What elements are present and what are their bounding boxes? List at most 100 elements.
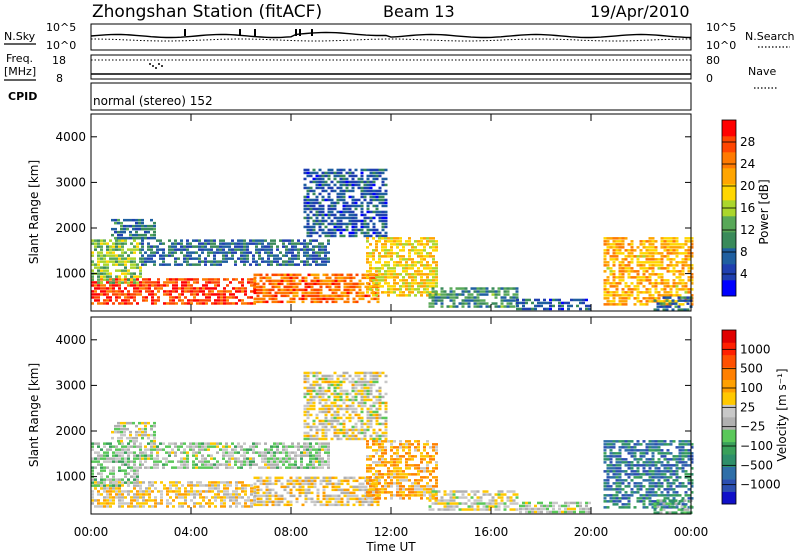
power-cell-433 — [115, 242, 118, 245]
velocity-cell-783 — [246, 460, 249, 463]
power-cell-1650 — [366, 216, 370, 220]
velocity-cell-41 — [109, 493, 112, 496]
velocity-cell-1205 — [355, 500, 359, 504]
velocity-cell-1072 — [298, 488, 302, 492]
power-cell-253 — [208, 278, 211, 281]
power-cell-66 — [118, 290, 121, 293]
velocity-cell-1033 — [277, 503, 281, 507]
power-cell-743 — [213, 254, 216, 257]
power-cell-1371 — [315, 186, 319, 190]
power-cell-1171 — [322, 273, 326, 277]
velocity-cell-1972 — [423, 449, 426, 452]
power-cell-389 — [103, 239, 106, 242]
velocity-cell-1136 — [328, 479, 332, 483]
velocity-cell-794 — [252, 451, 255, 454]
power-cell-1462 — [333, 171, 337, 175]
power-cell-2502 — [639, 291, 643, 294]
power-cell-2048 — [429, 255, 432, 258]
power-cell-1216 — [337, 297, 341, 301]
power-cell-963 — [315, 260, 318, 263]
power-cell-1539 — [345, 210, 349, 214]
velocity-cell-1147 — [331, 497, 335, 501]
power-cell-718 — [201, 260, 204, 263]
power-cell-1094 — [292, 273, 296, 277]
velocity-cell-1968 — [420, 494, 423, 497]
power-cell-754 — [219, 245, 222, 248]
velocity-cell-115 — [145, 487, 148, 490]
power-cell-1332 — [306, 228, 310, 232]
power-cell-2399 — [618, 282, 622, 285]
velocity-cell-331 — [91, 448, 94, 451]
velocity-cell-1822 — [390, 464, 393, 467]
power-cell-1723 — [381, 183, 385, 187]
power-cell-1470 — [333, 213, 337, 217]
power-cell-2023 — [423, 279, 426, 282]
power-cell-1072 — [283, 285, 287, 289]
power-cell-2142 — [461, 299, 465, 302]
power-cell-1972 — [414, 246, 417, 249]
power-cell-1890 — [396, 246, 399, 249]
power-cell-1611 — [360, 192, 364, 196]
power-cell-1806 — [378, 261, 381, 264]
power-cell-954 — [312, 251, 315, 254]
power-cell-1046 — [274, 273, 278, 277]
power-cell-319 — [241, 281, 244, 284]
freq-left-label: Freq. — [6, 52, 33, 65]
power-cell-739 — [213, 239, 216, 242]
velocity-cell-711 — [210, 457, 213, 460]
velocity-cell-625 — [168, 454, 171, 457]
power-colorbar-tick-label-2: 20 — [740, 179, 755, 193]
power-cell-2360 — [612, 270, 616, 273]
power-cell-1893 — [396, 261, 399, 264]
noise-search-line — [91, 38, 691, 42]
power-cell-2007 — [420, 273, 423, 276]
velocity-cell-1771 — [378, 476, 381, 479]
power-cell-579 — [144, 224, 147, 228]
velocity-cell-1006 — [265, 503, 269, 507]
power-colorbar-tick-label-1: 24 — [740, 157, 755, 171]
power-cell-2550 — [648, 279, 652, 282]
power-cell-1968 — [411, 285, 414, 288]
power-cell-2227 — [512, 293, 516, 296]
power-cell-2068 — [432, 273, 435, 276]
power-cell-317 — [238, 299, 241, 302]
velocity-cell-1626 — [369, 404, 373, 408]
power-cell-668 — [177, 257, 180, 260]
power-cell-2287 — [573, 298, 576, 302]
velocity-cell-92 — [133, 499, 136, 502]
power-cell-289 — [223, 293, 226, 296]
velocity-cell-2059 — [443, 505, 447, 508]
power-cell-2216 — [506, 290, 510, 293]
power-cell-265 — [211, 302, 214, 305]
velocity-cell-713 — [210, 466, 213, 469]
velocity-cell-528 — [126, 421, 129, 425]
power-cell-2521 — [645, 240, 649, 243]
power-cell-1074 — [283, 291, 287, 295]
power-cell-101 — [136, 278, 139, 281]
velocity-cell-565 — [153, 421, 156, 425]
velocity-cell-908 — [306, 448, 309, 451]
power-cell-2346 — [609, 291, 613, 294]
velocity-cell-905 — [303, 466, 306, 469]
power-cell-2520 — [642, 303, 646, 306]
velocity-cell-251 — [217, 490, 220, 493]
velocity-cell-2079 — [452, 508, 456, 511]
power-colorbar-tick-label-6: 4 — [740, 267, 748, 281]
velocity-cell-282 — [232, 493, 235, 496]
power-cell-1198 — [331, 300, 335, 304]
velocity-cell-563 — [150, 433, 153, 437]
power-cell-1446 — [330, 168, 334, 172]
velocity-cell-1596 — [363, 422, 367, 426]
power-cell-2465 — [630, 291, 634, 294]
power-cell-887 — [282, 254, 285, 257]
velocity-cell-917 — [309, 454, 312, 457]
velocity-cell-868 — [288, 445, 291, 448]
power-cell-2585 — [654, 285, 658, 288]
power-cell-1410 — [321, 210, 325, 214]
power-cell-2455 — [630, 249, 634, 252]
power-cell-2021 — [423, 267, 426, 270]
power-cell-1156 — [316, 279, 320, 283]
power-cell-2395 — [618, 270, 622, 273]
power-cell-1537 — [345, 204, 349, 208]
velocity-cell-285 — [232, 502, 235, 505]
